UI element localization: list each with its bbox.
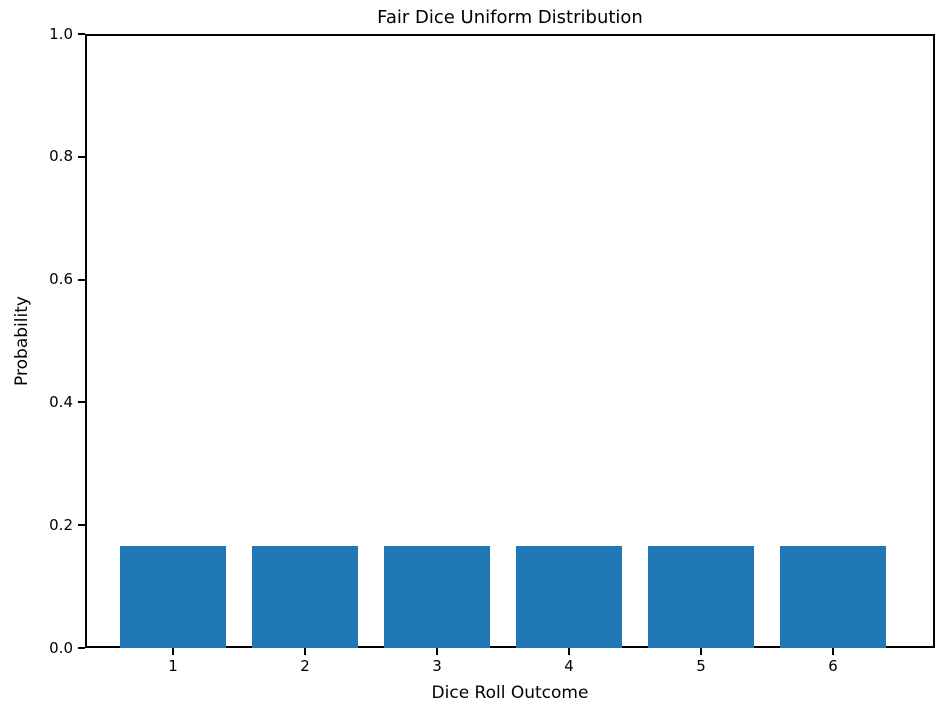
x-tick-mark <box>436 648 438 655</box>
y-tick-mark <box>78 155 85 158</box>
x-tick-label: 3 <box>432 657 442 675</box>
x-tick-label: 6 <box>828 657 838 675</box>
y-tick-label: 0.2 <box>49 515 73 534</box>
bar <box>780 545 886 648</box>
y-tick-label: 0.0 <box>49 638 73 657</box>
y-tick-mark <box>78 524 85 527</box>
y-tick-mark <box>78 401 85 404</box>
bar <box>252 545 358 648</box>
y-tick-label: 0.8 <box>49 147 73 166</box>
x-tick-label: 2 <box>300 657 310 675</box>
y-tick-mark <box>78 33 85 35</box>
chart-title: Fair Dice Uniform Distribution <box>377 7 643 28</box>
x-axis-label: Dice Roll Outcome <box>431 683 589 703</box>
bar <box>648 545 754 648</box>
x-tick-label: 4 <box>564 657 574 675</box>
bar <box>516 545 622 648</box>
x-tick-label: 1 <box>168 657 178 675</box>
y-tick-mark <box>78 647 85 649</box>
bar <box>120 545 226 648</box>
bar <box>384 545 490 648</box>
x-tick-mark <box>567 648 570 655</box>
x-tick-mark <box>699 648 702 655</box>
y-tick-label: 0.4 <box>49 392 73 411</box>
y-tick-mark <box>78 278 85 281</box>
x-tick-label: 5 <box>696 657 706 675</box>
y-tick-label: 1.0 <box>49 24 73 43</box>
y-tick-label: 0.6 <box>49 270 73 289</box>
x-tick-mark <box>831 648 834 655</box>
y-axis-label: Probability <box>12 296 32 386</box>
x-tick-mark <box>172 648 175 655</box>
x-tick-mark <box>304 648 307 655</box>
